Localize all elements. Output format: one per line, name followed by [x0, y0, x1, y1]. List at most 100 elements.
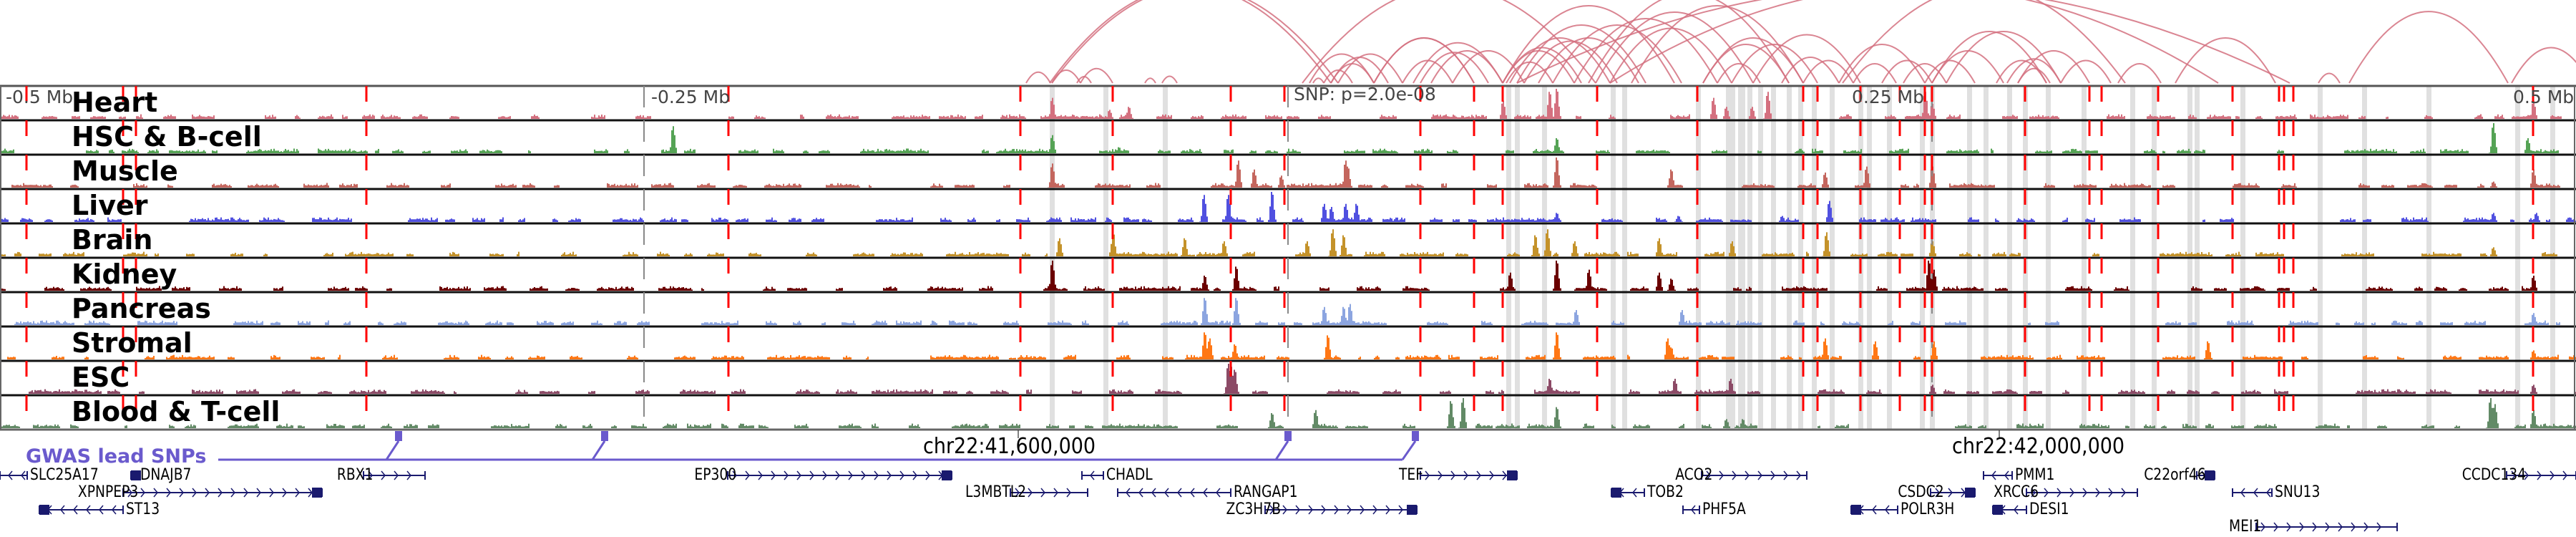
gene-label: MEI1	[2228, 518, 2261, 536]
gene-snu13	[2232, 488, 2273, 498]
strand-arrow-icon	[1347, 505, 1352, 515]
strand-arrow-icon	[243, 488, 248, 498]
coordinate-label-41600000: chr22:41,600,000	[923, 434, 1096, 459]
strand-arrow-icon	[771, 470, 776, 480]
strand-arrow-icon	[835, 470, 840, 480]
gwas-snp-marker	[1284, 431, 1292, 441]
strand-arrow-icon	[2537, 470, 2542, 480]
gene-chadl	[1081, 470, 1104, 480]
strand-arrow-icon	[912, 470, 917, 480]
gene-slc25a17	[0, 470, 28, 480]
strand-arrow-icon	[1321, 505, 1326, 515]
track-label-pancreas: Pancreas	[72, 293, 211, 324]
signal-bars	[0, 123, 2559, 153]
strand-arrow-icon	[1028, 488, 1033, 498]
strand-arrow-icon	[1090, 470, 1095, 480]
strand-arrow-icon	[732, 470, 737, 480]
strand-arrow-icon	[1053, 488, 1058, 498]
strand-arrow-icon	[1885, 505, 1890, 515]
gene-aco2	[1701, 470, 1807, 480]
loop-arc	[1502, 5, 1675, 84]
strand-arrow-icon	[192, 488, 197, 498]
loop-arc	[1302, 0, 1596, 84]
coordinate-label-42000000: chr22:42,000,000	[1952, 434, 2125, 459]
loop-arc	[1323, 69, 1353, 84]
track-label-hsc-bcell: HSC & B-cell	[72, 121, 262, 153]
gene-label: C22orf46	[2144, 466, 2206, 484]
loop-arc	[2117, 63, 2162, 84]
gwas-snp-connector	[1401, 440, 1417, 460]
strand-arrow-icon	[1398, 505, 1403, 515]
strand-arrow-icon	[2325, 522, 2330, 532]
gene-label: POLR3H	[1901, 500, 1955, 518]
track-label-esc: ESC	[72, 362, 130, 393]
gene-label: SLC25A17	[30, 466, 99, 484]
strand-arrow-icon	[406, 470, 411, 480]
signal-tracks	[0, 89, 2576, 428]
gene-rangap1	[1117, 488, 1231, 498]
gene-label: DESI1	[2029, 500, 2069, 518]
signal-bars	[29, 364, 2576, 394]
gene-polr3h	[1850, 505, 1898, 515]
loop-arc	[1516, 24, 1646, 84]
strand-arrow-icon	[809, 470, 814, 480]
gene-phf5a	[1682, 505, 1700, 515]
signal-track-brain	[0, 229, 2557, 256]
track-label-muscle: Muscle	[72, 155, 178, 187]
strand-arrow-icon	[127, 488, 132, 498]
strand-arrow-icon	[1385, 505, 1390, 515]
strand-arrow-icon	[2014, 505, 2019, 515]
strand-arrow-icon	[2004, 470, 2009, 480]
strand-arrow-icon	[1372, 505, 1377, 515]
strand-arrow-icon	[1190, 488, 1195, 498]
strand-arrow-icon	[60, 505, 65, 515]
strand-arrow-icon	[2266, 488, 2271, 498]
strand-arrow-icon	[86, 505, 91, 515]
track-label-heart: Heart	[72, 87, 158, 118]
gene-label: L3MBTL2	[965, 483, 1026, 501]
strand-arrow-icon	[1177, 488, 1182, 498]
strand-arrow-icon	[1269, 505, 1274, 515]
strand-arrow-icon	[112, 505, 117, 515]
track-label-stromal: Stromal	[72, 327, 192, 359]
strand-arrow-icon	[282, 488, 287, 498]
strand-arrow-icon	[1935, 488, 1940, 498]
strand-arrow-icon	[2524, 470, 2529, 480]
loop-arc	[1946, 31, 2062, 84]
strand-arrow-icon	[381, 470, 386, 480]
strand-arrow-icon	[2082, 488, 2087, 498]
strand-arrow-icon	[2031, 488, 2036, 498]
strand-arrow-icon	[1295, 505, 1300, 515]
loop-arc	[1312, 77, 1324, 84]
strand-arrow-icon	[21, 470, 26, 480]
gene-xpnpep3	[122, 488, 323, 498]
strand-arrow-icon	[2562, 470, 2567, 480]
loop-arc	[2017, 68, 2051, 84]
chromatin-loop-arcs	[1025, 0, 2576, 84]
gene-label: RANGAP1	[1234, 483, 1298, 501]
exon-block	[1965, 488, 1975, 498]
loop-arc	[1337, 53, 1403, 84]
strand-arrow-icon	[1138, 488, 1143, 498]
strand-arrow-icon	[1360, 505, 1365, 515]
gene-dnajb7	[130, 470, 141, 480]
strand-arrow-icon	[1308, 505, 1313, 515]
strand-arrow-icon	[925, 470, 930, 480]
strand-arrow-icon	[1745, 470, 1750, 480]
exon-block	[942, 470, 952, 480]
track-label-liver: Liver	[72, 190, 148, 221]
gwas-snp-connector	[385, 440, 400, 460]
gene-rbx1	[363, 470, 426, 480]
signal-bars	[0, 261, 2537, 291]
gene-label: ST13	[126, 500, 160, 518]
gwas-track	[218, 430, 2000, 461]
axis-label-minus-quarter: -0.25 Mb	[651, 87, 731, 107]
loop-arc	[1731, 44, 1818, 84]
gene-label: ZC3H7B	[1226, 500, 1282, 518]
strand-arrow-icon	[1450, 470, 1455, 480]
strand-arrow-icon	[1719, 470, 1724, 480]
strand-arrow-icon	[1632, 488, 1637, 498]
loop-arc	[1574, 18, 1718, 84]
strand-arrow-icon	[1489, 470, 1494, 480]
